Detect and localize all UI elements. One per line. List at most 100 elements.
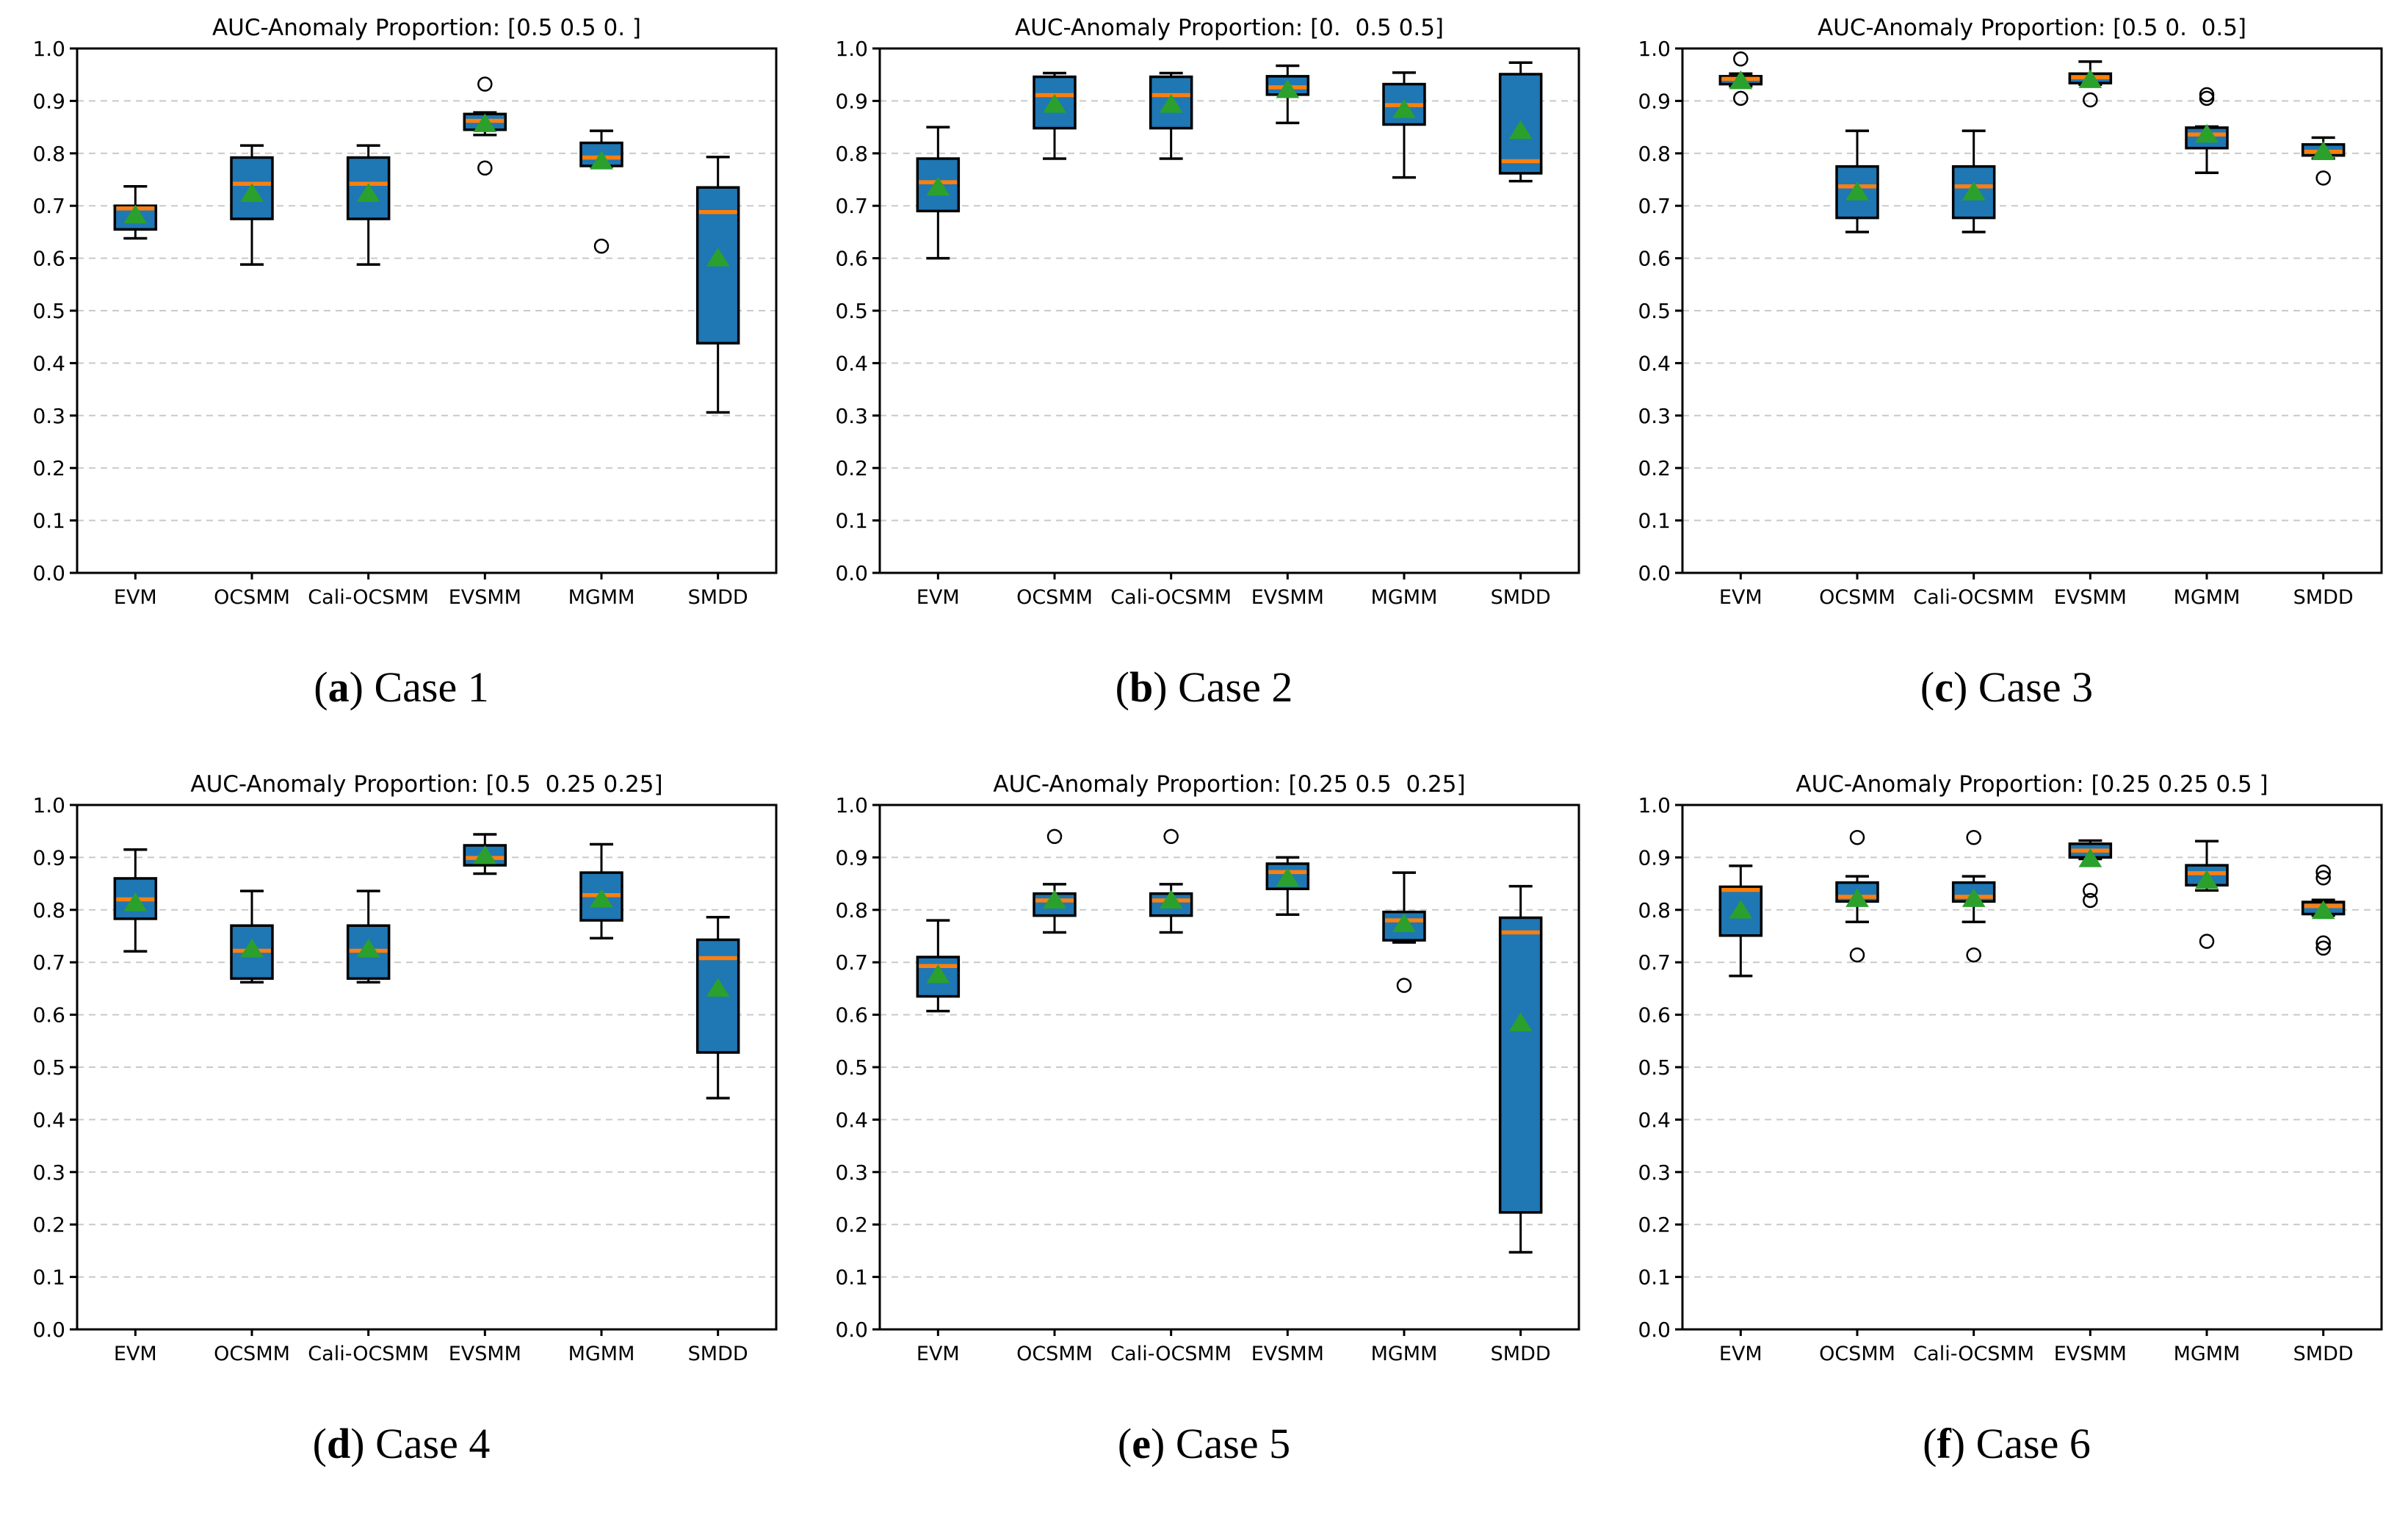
box-group-EVM [1718, 864, 1762, 978]
y-tick-label: 0.1 [1638, 509, 1671, 533]
caption-open-paren: ( [312, 1420, 327, 1467]
mean-marker [1159, 94, 1183, 113]
x-tick-label: EVSMM [448, 586, 521, 609]
outlier-point [2082, 892, 2098, 909]
outlier-point [593, 238, 609, 254]
mean-marker [1962, 888, 1986, 907]
axes-frame [76, 804, 777, 1331]
x-tick-label: EVM [1718, 586, 1762, 609]
outlier-point [2315, 170, 2331, 186]
x-tick-label: EVSMM [2053, 586, 2126, 609]
y-tick-label: 0.9 [32, 89, 65, 113]
y-tick-label: 0.0 [32, 1318, 65, 1342]
mean-marker [1275, 79, 1299, 98]
panel-caption-a: (a) Case 1 [314, 662, 488, 712]
y-tick-label: 0.9 [32, 845, 65, 870]
y-tick-label: 0.3 [32, 404, 65, 428]
iqr-box [229, 156, 274, 220]
caption-letter: e [1132, 1420, 1151, 1467]
x-tick-label: EVM [916, 586, 959, 609]
panel-title: AUC-Anomaly Proportion: [0.5 0. 0.5] [1817, 15, 2246, 41]
mean-marker [925, 964, 950, 983]
y-tick-label: 1.0 [1638, 37, 1671, 61]
panel-title: AUC-Anomaly Proportion: [0.25 0.5 0.25] [993, 771, 1465, 798]
y-tick-label: 0.2 [1638, 456, 1671, 480]
outlier-point [1849, 947, 1865, 963]
y-tick-label: 0.7 [1638, 194, 1671, 218]
y-tick-label: 0.3 [1638, 1160, 1671, 1185]
caption-open-paren: ( [1923, 1420, 1937, 1467]
y-tick-label: 0.0 [1638, 1318, 1671, 1342]
box-group-Cali-OCSMM [1951, 129, 1995, 234]
y-tick-label: 0.3 [835, 1160, 868, 1185]
axes-frame [1681, 47, 2382, 574]
mean-marker [1392, 913, 1416, 933]
y-tick-label: 0.6 [1638, 1003, 1671, 1028]
y-tick-label: 0.4 [1638, 351, 1671, 375]
mean-marker [1275, 867, 1299, 887]
y-tick-label: 0.3 [835, 404, 868, 428]
x-tick-label: MGMM [1370, 586, 1437, 609]
mean-marker [925, 176, 950, 196]
panel-d: AUC-Anomaly Proportion: [0.5 0.25 0.25] 0… [0, 756, 803, 1513]
y-tick-label: 0.7 [835, 950, 868, 975]
y-tick-label: 0.7 [1638, 950, 1671, 975]
caption-text: Case 3 [1978, 663, 2094, 711]
caption-close-paren: ) [350, 1420, 365, 1467]
caption-close-paren: ) [1153, 663, 1168, 711]
y-tick-label: 1.0 [32, 37, 65, 61]
box-group-Cali-OCSMM [346, 144, 390, 266]
y-tick-label: 0.7 [32, 194, 65, 218]
box-group-SMDD [2301, 136, 2345, 186]
panel-caption-b: (b) Case 2 [1116, 662, 1293, 712]
y-tick-label: 1.0 [32, 793, 65, 817]
box-group-EVM [113, 185, 157, 240]
mean-marker [706, 978, 730, 997]
x-tick-label: SMDD [2293, 1343, 2353, 1365]
outlier-point [1163, 828, 1179, 845]
x-tick-label: EVM [1718, 1343, 1762, 1365]
x-tick-label: SMDD [1490, 586, 1550, 609]
mean-marker [706, 248, 730, 267]
outlier-point [2315, 935, 2331, 951]
x-tick-label: OCSMM [1016, 1343, 1093, 1365]
outlier-point [2082, 883, 2098, 898]
box-group-SMDD [1498, 61, 1542, 183]
outlier-point [2199, 90, 2214, 106]
boxplot-svg-e: AUC-Anomaly Proportion: [0.25 0.5 0.25] 0… [835, 771, 1580, 1365]
y-tick-label: 0.5 [835, 1055, 868, 1080]
y-tick-label: 0.8 [1638, 898, 1671, 922]
x-tick-label: MGMM [2173, 586, 2240, 609]
panel-title: AUC-Anomaly Proportion: [0.5 0.5 0. ] [211, 15, 640, 41]
panel-f: AUC-Anomaly Proportion: [0.25 0.25 0.5 ]… [1605, 756, 2408, 1513]
mean-marker [2194, 870, 2219, 889]
box-group-SMDD [695, 156, 740, 414]
y-tick-label: 0.2 [32, 1213, 65, 1237]
caption-text: Case 6 [1975, 1420, 2091, 1467]
mean-marker [1042, 94, 1066, 113]
y-tick-label: 0.8 [32, 898, 65, 922]
panel-title: AUC-Anomaly Proportion: [0.25 0.25 0.5 ] [1796, 771, 2268, 798]
mean-marker [2078, 69, 2102, 88]
x-tick-label: Cali-OCSMM [1110, 1343, 1232, 1365]
mean-marker [2311, 900, 2335, 920]
outlier-point [477, 76, 493, 92]
boxplot-svg-d: AUC-Anomaly Proportion: [0.5 0.25 0.25] 0… [32, 771, 777, 1365]
outlier-point [1965, 947, 1981, 963]
box-group-OCSMM [1834, 830, 1879, 963]
box-group-EVM [113, 848, 157, 953]
x-tick-label: OCSMM [214, 586, 290, 609]
y-tick-label: 0.8 [835, 142, 868, 166]
y-tick-label: 1.0 [1638, 793, 1671, 817]
box-group-OCSMM [1032, 71, 1077, 160]
box-group-EVM [916, 126, 960, 260]
caption-text: Case 2 [1178, 663, 1293, 711]
mean-marker [2194, 123, 2219, 143]
outlier-point [1849, 830, 1865, 845]
x-tick-label: OCSMM [214, 1343, 290, 1365]
y-tick-label: 0.2 [835, 456, 868, 480]
mean-marker [472, 845, 496, 864]
box-group-OCSMM [1834, 129, 1879, 234]
outlier-point [2315, 870, 2331, 886]
